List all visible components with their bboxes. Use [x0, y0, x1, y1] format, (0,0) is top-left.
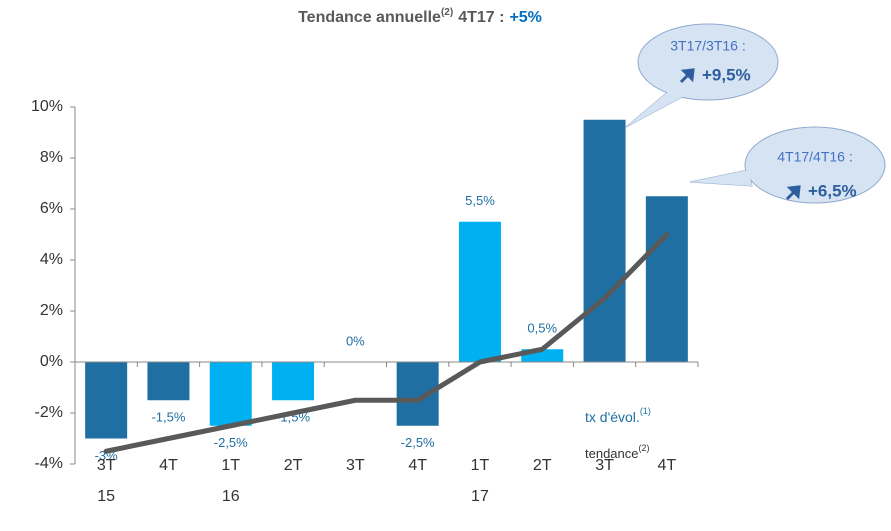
x-tick-label: 3T — [595, 457, 614, 474]
y-tick-label: -2% — [35, 404, 63, 421]
legend-label: tendance — [585, 446, 639, 461]
y-tick-label: -4% — [35, 455, 63, 472]
arrow-icon — [785, 185, 801, 201]
y-tick-label: 8% — [40, 149, 63, 166]
chart-title: Tendance annuelle(2) 4T17 : +5% — [298, 7, 542, 27]
callout-bubble — [637, 23, 779, 101]
legend: tx d'évol.(1) tendance(2) — [585, 406, 651, 461]
legend-entry: tendance(2) — [585, 443, 650, 461]
x-group-label: 17 — [471, 488, 489, 505]
title-highlight: +5% — [509, 9, 541, 26]
x-tick-label: 1T — [471, 457, 490, 474]
trend-line — [103, 232, 670, 454]
callout-label: 4T17/4T16 : — [777, 149, 853, 165]
x-tick-label: 4T — [159, 457, 178, 474]
x-tick-label: 3T — [346, 457, 365, 474]
arrow-icon — [679, 68, 695, 84]
x-tick-label: 4T — [658, 457, 677, 474]
value-label: 0% — [346, 333, 365, 348]
bar — [147, 362, 190, 401]
y-tick-label: 4% — [40, 251, 63, 268]
x-tick-label: 3T — [97, 457, 116, 474]
title-suffix: 4T17 : — [458, 9, 504, 26]
x-group-label: 15 — [97, 488, 115, 505]
plot-area: -4%-2%0%2%4%6%8%10%-3%-1,5%-2,5%-1,5%0%-… — [31, 98, 699, 505]
bar — [645, 196, 688, 362]
bar — [272, 362, 315, 401]
x-group-label: 16 — [222, 488, 240, 505]
bar — [583, 119, 626, 362]
title-note: (2) — [441, 7, 453, 18]
callout-label: 3T17/3T16 : — [670, 38, 746, 54]
legend-label: tx d'évol. — [585, 409, 640, 425]
callout-join — [690, 170, 752, 186]
x-tick-label: 2T — [533, 457, 552, 474]
callout: 4T17/4T16 : +6,5% — [689, 126, 886, 204]
bar — [458, 221, 501, 362]
y-tick-label: 10% — [31, 98, 63, 115]
bar — [209, 362, 252, 426]
title-text: Tendance annuelle — [298, 9, 441, 26]
callout-bubble — [744, 126, 886, 204]
bar — [85, 362, 128, 439]
y-tick-label: 2% — [40, 302, 63, 319]
legend-entry: tx d'évol.(1) — [585, 406, 651, 424]
y-tick-label: 0% — [40, 353, 63, 370]
legend-note: (2) — [639, 443, 650, 453]
x-tick-label: 2T — [284, 457, 303, 474]
value-label: -1,5% — [151, 410, 185, 425]
legend-note: (1) — [640, 406, 651, 416]
value-label: 0,5% — [527, 321, 557, 336]
value-label: -2,5% — [214, 435, 248, 450]
x-tick-label: 4T — [408, 457, 427, 474]
callout: 3T17/3T16 : +9,5% — [625, 23, 779, 128]
value-label: 5,5% — [465, 193, 495, 208]
y-tick-label: 6% — [40, 200, 63, 217]
x-tick-label: 1T — [221, 457, 240, 474]
callout-join — [626, 90, 688, 127]
callout-value: +9,5% — [702, 65, 751, 84]
callout-value: +6,5% — [808, 181, 857, 200]
value-label: -2,5% — [401, 435, 435, 450]
